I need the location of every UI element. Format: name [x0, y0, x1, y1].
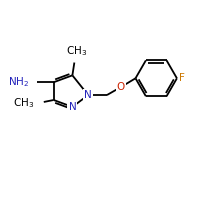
- Text: N: N: [69, 102, 76, 112]
- Text: N: N: [84, 90, 92, 100]
- Text: O: O: [117, 82, 125, 92]
- Text: NH$_2$: NH$_2$: [8, 75, 29, 89]
- Text: CH$_3$: CH$_3$: [66, 44, 87, 58]
- Text: CH$_3$: CH$_3$: [13, 96, 34, 110]
- Text: F: F: [179, 73, 185, 83]
